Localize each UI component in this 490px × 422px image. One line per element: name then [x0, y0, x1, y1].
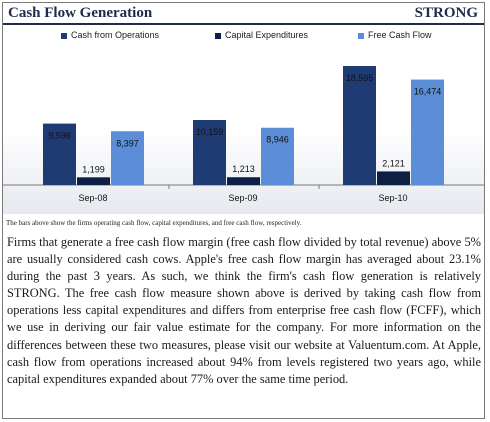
legend-item-capex: Capital Expenditures [215, 30, 308, 40]
data-label-capex-sep-08: 1,199 [82, 164, 105, 174]
bar-cfo-sep-09 [193, 119, 226, 185]
legend-label-capex: Capital Expenditures [225, 30, 309, 40]
legend-swatch-cfo [61, 32, 67, 39]
header-divider [3, 23, 484, 25]
legend-label-cfo: Cash from Operations [71, 30, 160, 40]
x-tick-label-sep-10: Sep-10 [378, 193, 407, 203]
section-header: Cash Flow Generation STRONG [3, 3, 484, 23]
cash-flow-chart: Cash from Operations Capital Expenditure… [3, 26, 484, 214]
bar-cfo-sep-10 [343, 65, 376, 185]
chart-legend: Cash from Operations Capital Expenditure… [3, 30, 484, 42]
data-label-cfo-sep-09: 10,159 [196, 127, 224, 137]
data-label-fcf-sep-08: 8,397 [116, 138, 139, 148]
data-label-cfo-sep-08: 9,596 [48, 131, 71, 141]
chart-caption: The bars above show the firms operating … [6, 219, 302, 227]
bar-fcf-sep-09 [261, 127, 294, 185]
legend-swatch-capex [215, 32, 221, 39]
bar-cfo-sep-08 [43, 123, 76, 185]
data-label-fcf-sep-09: 8,946 [266, 135, 289, 145]
x-tick-label-sep-09: Sep-09 [228, 193, 257, 203]
bar-fcf-sep-10 [411, 79, 444, 185]
legend-label-fcf: Free Cash Flow [368, 30, 432, 40]
section-title: Cash Flow Generation [8, 5, 153, 21]
data-label-cfo-sep-10: 18,595 [346, 73, 374, 83]
bar-capex-sep-10 [377, 171, 410, 185]
data-label-fcf-sep-10: 16,474 [414, 87, 442, 97]
rating-badge: STRONG [414, 5, 478, 21]
legend-swatch-fcf [358, 32, 364, 39]
data-label-capex-sep-10: 2,121 [382, 158, 405, 168]
analysis-paragraph: Firms that generate a free cash flow mar… [7, 235, 481, 386]
report-frame [2, 2, 485, 419]
bar-fcf-sep-08 [111, 131, 144, 185]
x-tick-label-sep-08: Sep-08 [78, 193, 107, 203]
bar-chart-svg: 9,596 1,199 8,397 Sep-08 10,159 1,213 8,946 Sep… [3, 65, 484, 203]
legend-item-cfo: Cash from Operations [61, 30, 159, 40]
bar-capex-sep-09 [227, 177, 260, 185]
legend-item-fcf: Free Cash Flow [358, 30, 432, 40]
bar-capex-sep-08 [77, 177, 110, 185]
data-label-capex-sep-09: 1,213 [232, 164, 255, 174]
